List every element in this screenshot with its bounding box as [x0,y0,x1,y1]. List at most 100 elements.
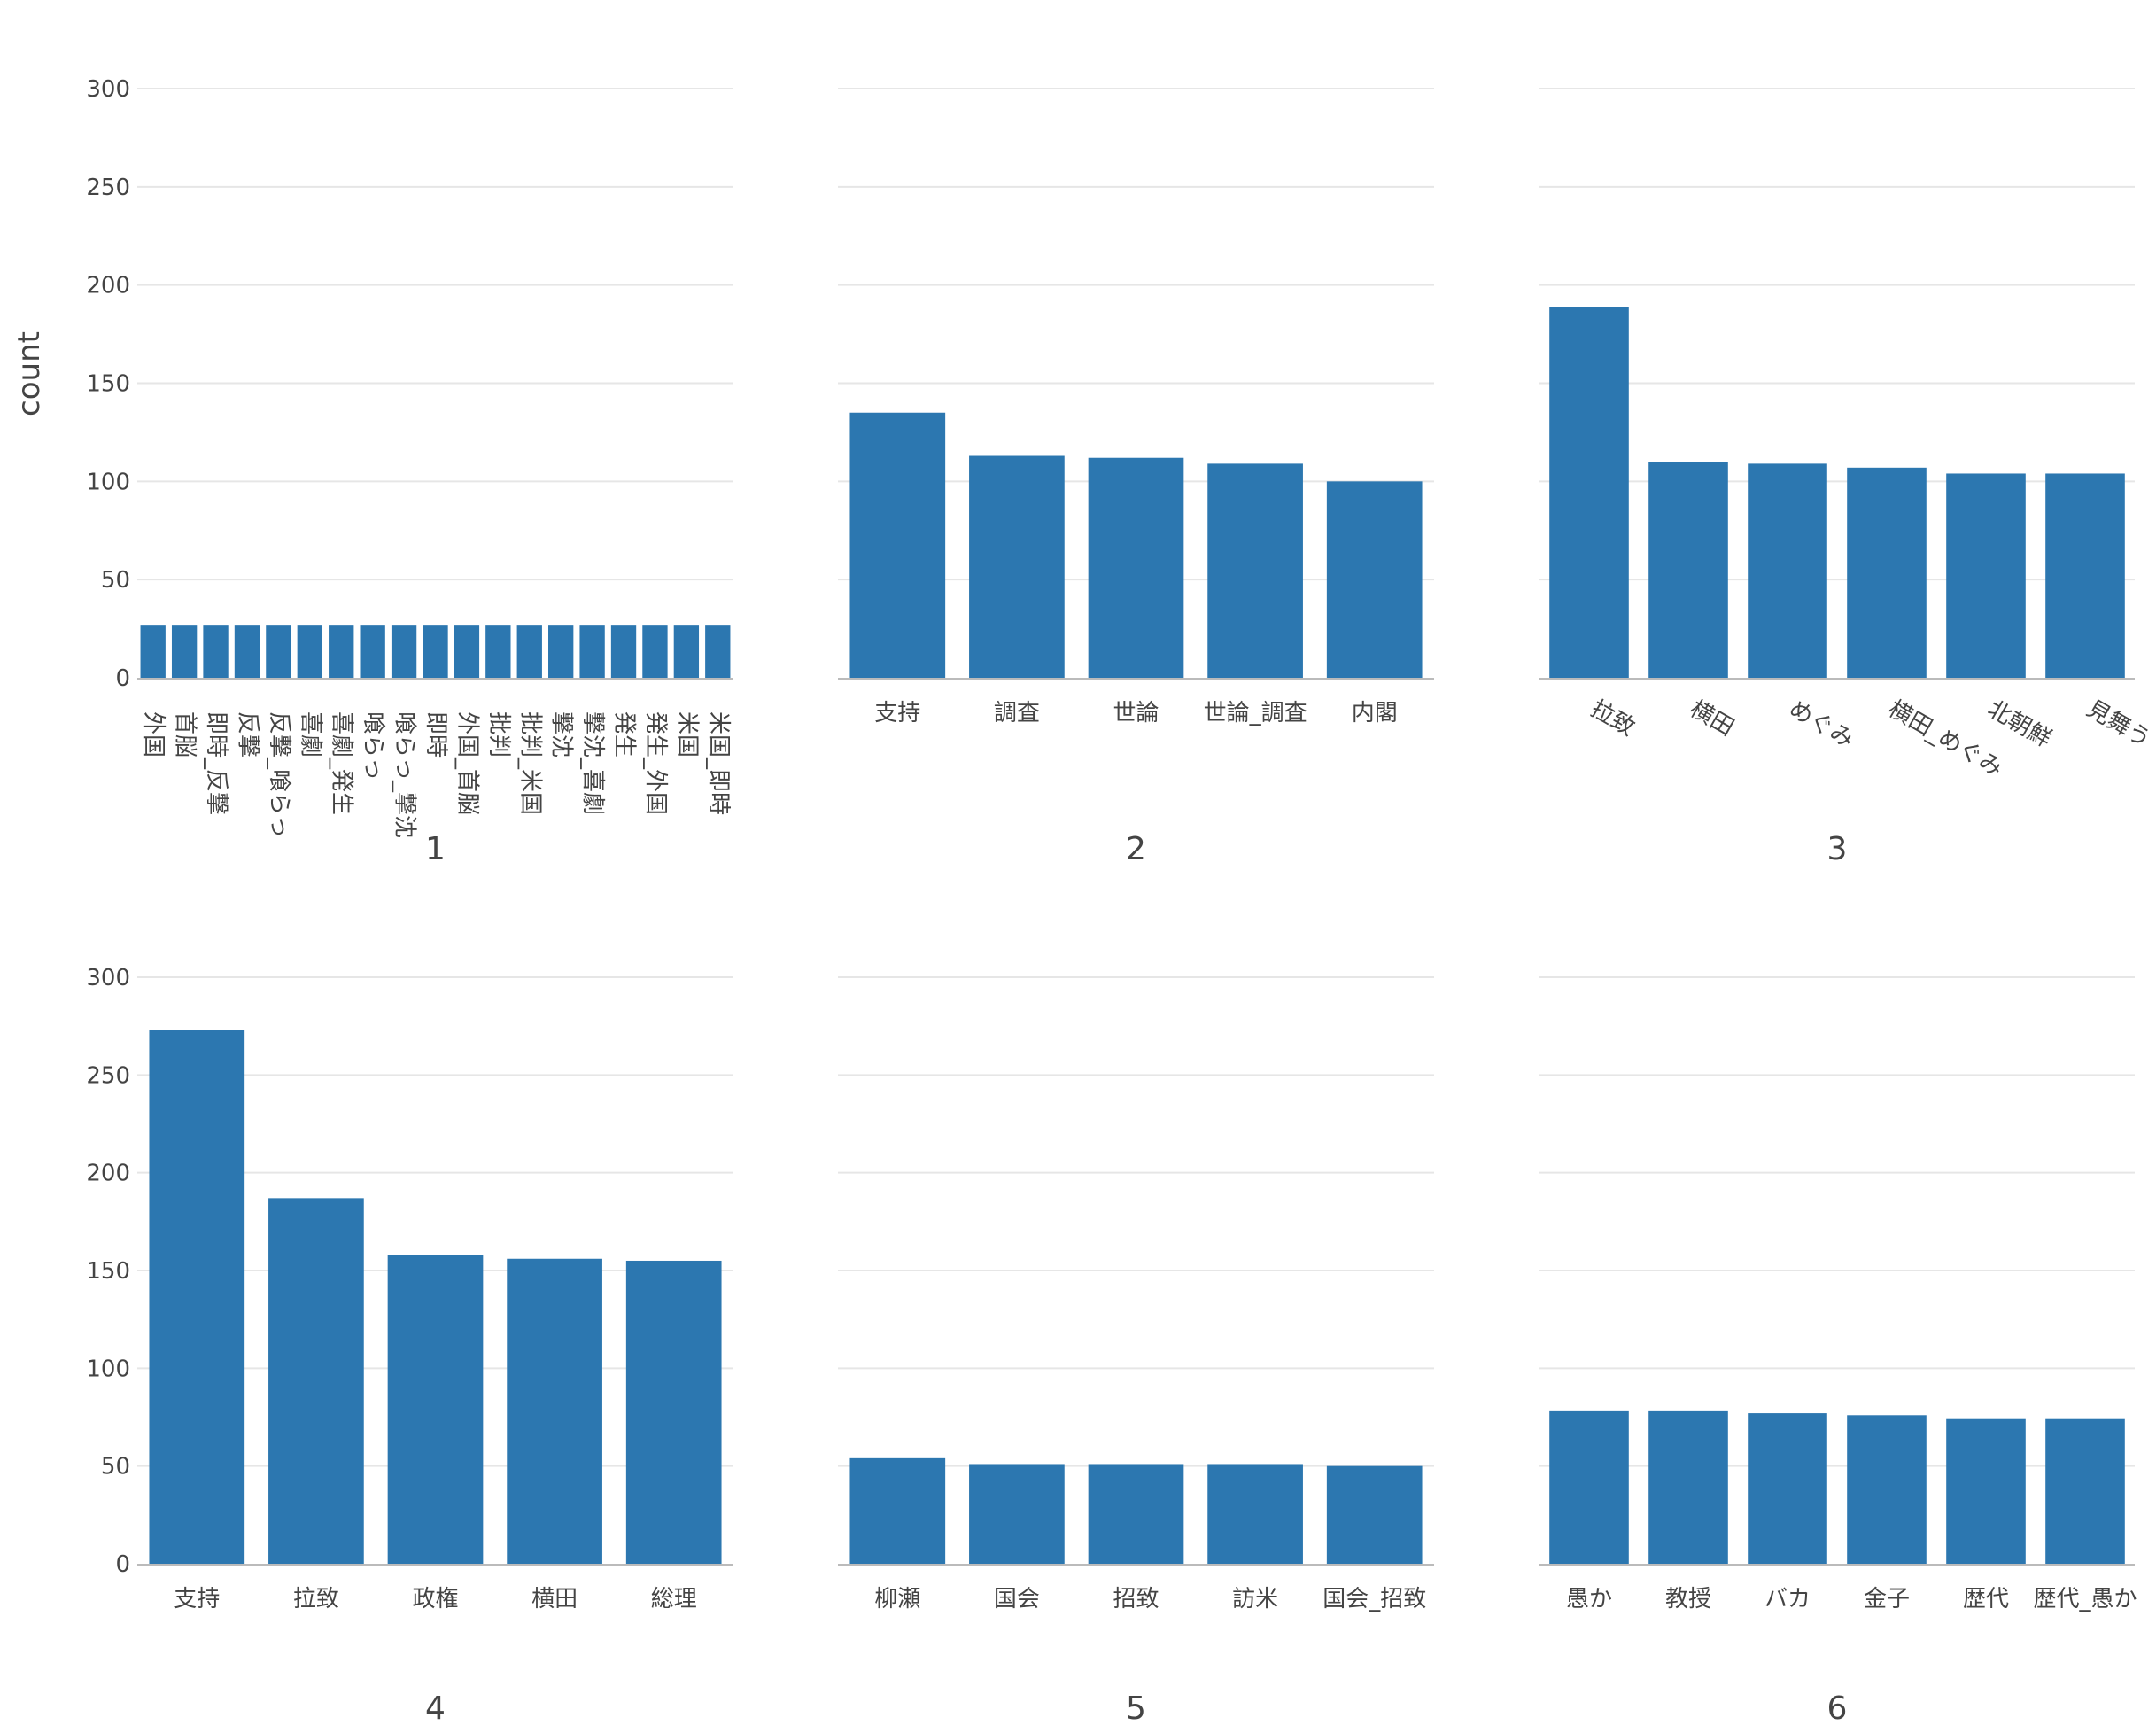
bar [1549,1410,1629,1564]
x-tick-label: 米国 [673,711,700,758]
bar [268,1198,364,1564]
bar [454,625,480,678]
x-tick-label: 外国_首脳 [454,711,480,815]
x-tick-label: 柳瀬 [874,1586,920,1613]
x-tick-label: めぐみ [1785,696,1858,753]
x-tick-label: 見舞う [2082,696,2156,753]
x-tick-label: 訪米 [1232,1586,1278,1613]
y-tick-label: 100 [86,1356,130,1382]
y-tick-label: 0 [115,1551,130,1578]
bar [329,625,354,678]
x-tick-label: 愚か [1566,1586,1612,1613]
bar [140,625,166,678]
x-tick-label: 米国_即時 [705,711,732,815]
bar [423,625,448,678]
y-tick-label: 250 [86,1062,130,1089]
panel-title: 2 [1126,831,1146,867]
x-tick-label: 教授 [1665,1586,1711,1613]
x-tick-label: 拉致 [293,1586,339,1613]
x-tick-label: 支持 [174,1586,220,1613]
bar [625,1260,722,1564]
bar [507,1258,602,1564]
x-tick-label: 拉致 [1586,696,1640,742]
bar [1088,1464,1184,1564]
x-tick-label: 招致 [1113,1586,1159,1613]
x-tick-label: 総理 [651,1586,697,1613]
bar [1946,1418,2026,1564]
x-tick-label: 撃沈_喜劇 [579,711,606,815]
bar [1748,463,1827,678]
bar [1847,1415,1927,1564]
x-tick-label: 発生_外国 [642,711,669,815]
x-tick-label: 政権 [412,1586,458,1613]
y-tick-label: 200 [86,273,130,299]
bar [1648,462,1728,678]
y-tick-label: 100 [86,469,130,495]
panel-2: 支持 調査 世論 世論_調査 内閣 2 [838,88,1434,867]
bar [1207,1464,1303,1564]
x-tick-label: 世論 [1113,700,1159,727]
x-tick-label: 発生 [611,711,638,758]
x-tick-label: 喰らっ_撃沈 [392,711,418,838]
panel-5: 柳瀬 国会 招致 訪米 国会_招致 5 [838,976,1434,1727]
x-tick-label: 国会_招致 [1322,1586,1426,1613]
panel-1: 0 50 100 150 200 250 300 外国 首脳 即時_反撃 反撃 反撃_喰らっ 喜劇 喜劇_… [86,76,733,867]
x-tick-label: 世論_調査 [1204,700,1307,727]
x-tick-label: 調査 [994,700,1040,727]
panel-6: 愚か 教授 バカ 金子 歴代 歴代_愚か 6 [1539,976,2137,1727]
y-axis-title: count [12,331,47,416]
bar [673,625,700,678]
bar [849,1457,946,1564]
x-tick-label: 歴代 [1963,1586,2009,1613]
x-tick-label: 批判_米国 [516,711,543,815]
bar [203,625,229,678]
bar [642,625,668,678]
bar [1326,481,1423,678]
bar [234,625,260,678]
panel-title: 6 [1827,1690,1848,1727]
x-tick-label: バカ [1764,1586,1811,1613]
y-tick-label: 50 [101,567,130,594]
bar [610,625,637,678]
y-tick-label: 300 [86,965,130,991]
x-tick-label: 歴代_愚か [2033,1586,2137,1613]
y-tick-label: 150 [86,371,130,398]
bar [579,625,605,678]
x-tick-label: 外国 [140,711,167,758]
x-tick-label: 横田 [1686,696,1739,742]
bar [2045,473,2125,678]
bar [171,625,198,678]
bar [969,1464,1065,1564]
bar [266,625,291,678]
bar [705,625,731,678]
x-tick-label: 喜劇_発生 [329,711,355,815]
y-tick-label: 0 [115,665,130,692]
bar [149,1030,245,1564]
x-tick-label: 即時 [423,711,449,758]
x-tick-label: 即時_反撃 [203,711,229,815]
panel-title: 5 [1126,1690,1146,1727]
panel-4: 0 50 100 150 200 250 300 支持 拉致 政権 横田 総理 4 [86,965,733,1727]
panel-title: 4 [425,1690,446,1727]
x-tick-label: 喰らっ [360,711,386,781]
bar [360,625,385,678]
x-tick-label: 北朝鮮 [1983,696,2057,753]
bar [391,625,417,678]
bar [1088,457,1184,678]
x-tick-label: 支持 [874,700,920,727]
y-tick-label: 50 [101,1454,130,1480]
x-tick-label: 横田 [531,1586,578,1613]
x-tick-label: 批判 [485,711,512,758]
y-tick-label: 300 [86,76,130,103]
bar [1207,463,1303,678]
y-tick-label: 250 [86,175,130,201]
bar [548,625,574,678]
bar [1648,1410,1728,1564]
bar [2045,1418,2125,1564]
bar [849,412,946,678]
panel-title: 1 [425,831,446,867]
bar [1847,467,1927,678]
panel-title: 3 [1827,831,1848,867]
